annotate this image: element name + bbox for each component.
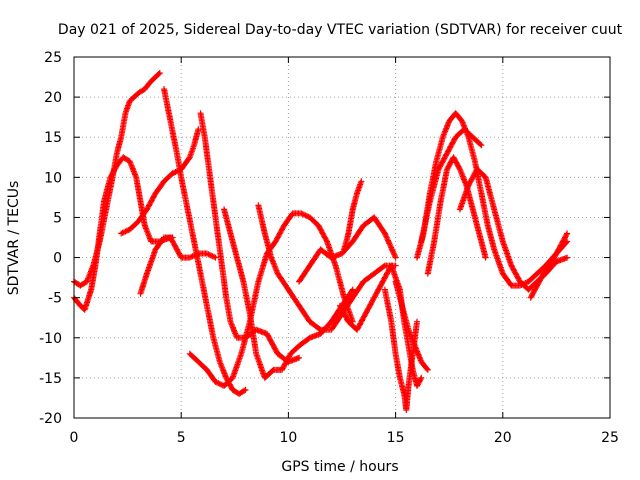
series-markers-arc-7 bbox=[186, 210, 356, 389]
series-markers-arc-19 bbox=[527, 230, 571, 301]
y-tick-label-0: -20 bbox=[39, 411, 62, 427]
chart-title: Day 021 of 2025, Sidereal Day-to-day VTE… bbox=[58, 22, 623, 38]
x-axis-label: GPS time / hours bbox=[281, 459, 398, 475]
series-markers-arc-11 bbox=[341, 178, 365, 253]
y-tick-label-3: -5 bbox=[48, 291, 62, 307]
axes-layer: 0 5 10 15 20 25 -20 -15 -10 -5 0 5 10 15 20 25 bbox=[39, 50, 619, 446]
x-tick-label-0: 0 bbox=[70, 430, 79, 446]
series-arc-5 bbox=[161, 86, 249, 397]
series-markers-arc-1 bbox=[71, 70, 163, 289]
x-tick-label-4: 20 bbox=[494, 430, 512, 446]
series-arc-7 bbox=[186, 210, 356, 389]
series-arc-11 bbox=[341, 178, 365, 253]
series-markers-arc-8 bbox=[221, 206, 356, 381]
y-tick-label-8: 20 bbox=[44, 90, 62, 106]
y-tick-label-2: -10 bbox=[39, 331, 62, 347]
y-tick-label-6: 10 bbox=[44, 170, 62, 186]
x-tick-label-5: 25 bbox=[601, 430, 619, 446]
series-markers-arc-17 bbox=[418, 126, 485, 245]
x-tick-label-1: 5 bbox=[177, 430, 186, 446]
series-arc-9 bbox=[255, 202, 399, 333]
series-arc-19 bbox=[527, 230, 571, 301]
data-layer bbox=[71, 70, 571, 413]
series-markers-arc-5 bbox=[161, 86, 249, 397]
series-arc-1 bbox=[71, 70, 163, 289]
y-tick-label-5: 5 bbox=[53, 210, 62, 226]
series-arc-17 bbox=[418, 126, 485, 245]
x-tick-label-3: 15 bbox=[387, 430, 405, 446]
series-markers-arc-14 bbox=[392, 278, 431, 373]
series-arc-8 bbox=[221, 206, 356, 381]
y-tick-label-1: -15 bbox=[39, 371, 62, 387]
y-axis-label: SDTVAR / TECUs bbox=[6, 181, 22, 296]
series-markers-arc-9 bbox=[255, 202, 399, 333]
series-arc-14 bbox=[392, 278, 431, 373]
plot-frame bbox=[73, 56, 611, 419]
series-markers-arc-4 bbox=[137, 234, 176, 297]
y-tick-label-4: 0 bbox=[53, 251, 62, 267]
x-tick-label-2: 10 bbox=[279, 430, 297, 446]
series-markers-arc-18 bbox=[456, 166, 571, 293]
series-arc-18 bbox=[456, 166, 571, 293]
y-tick-label-9: 25 bbox=[44, 50, 62, 66]
series-arc-4 bbox=[137, 234, 176, 297]
grid-layer bbox=[74, 57, 610, 418]
y-tick-label-7: 15 bbox=[44, 130, 62, 146]
